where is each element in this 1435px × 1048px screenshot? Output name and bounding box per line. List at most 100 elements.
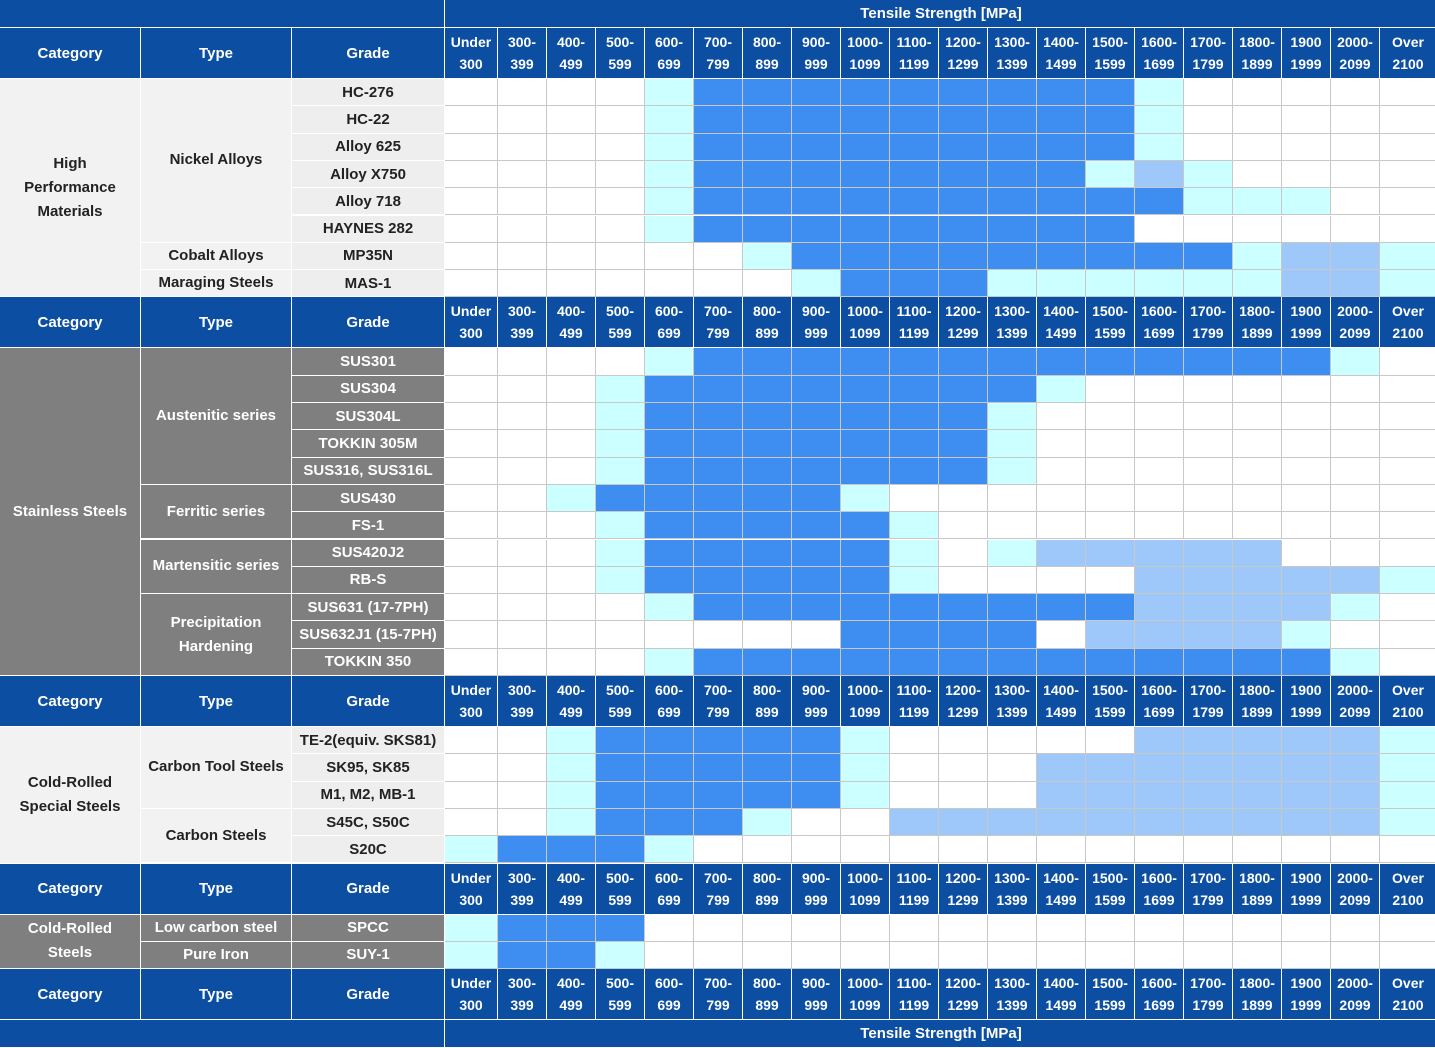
category-cell: High Performance Materials bbox=[0, 79, 141, 298]
strength-cell bbox=[792, 621, 841, 649]
type-header: Type bbox=[141, 28, 292, 79]
strength-cell bbox=[445, 106, 498, 134]
strength-cell bbox=[1184, 539, 1233, 567]
strength-cell bbox=[1184, 594, 1233, 622]
range-label: 800- bbox=[752, 682, 782, 698]
strength-cell bbox=[645, 457, 694, 485]
strength-cell bbox=[694, 727, 743, 755]
strength-cell bbox=[1380, 512, 1435, 540]
strength-cell bbox=[1331, 215, 1380, 243]
strength-cell bbox=[939, 160, 988, 189]
category-cell-line: Performance bbox=[24, 178, 116, 196]
range-header: Over 2100 bbox=[1380, 969, 1435, 1021]
strength-cell bbox=[1331, 348, 1380, 376]
strength-cell bbox=[645, 808, 694, 837]
strength-cell bbox=[1135, 106, 1184, 134]
strength-cell bbox=[645, 403, 694, 431]
strength-cell bbox=[1331, 594, 1380, 622]
range-header: 500- 599 bbox=[596, 297, 645, 349]
strength-cell bbox=[694, 836, 743, 864]
strength-cell bbox=[1037, 348, 1086, 376]
strength-cell bbox=[841, 348, 890, 376]
range-label: Under bbox=[450, 869, 492, 886]
strength-cell bbox=[1380, 754, 1435, 782]
strength-cell bbox=[841, 727, 890, 755]
range-header: 1000- 1099 bbox=[841, 969, 890, 1021]
strength-cell bbox=[841, 484, 890, 513]
strength-cell bbox=[694, 594, 743, 622]
strength-cell bbox=[547, 484, 596, 513]
strength-cell bbox=[645, 648, 694, 676]
range-header: 1700- 1799 bbox=[1184, 676, 1233, 727]
strength-cell bbox=[547, 648, 596, 676]
strength-cell bbox=[645, 941, 694, 970]
strength-cell bbox=[939, 133, 988, 161]
strength-cell bbox=[1135, 79, 1184, 107]
strength-cell bbox=[1135, 539, 1184, 567]
range-label: 1899 bbox=[1241, 325, 1273, 342]
strength-cell bbox=[445, 781, 498, 809]
range-label: 1700- bbox=[1190, 303, 1226, 320]
range-label: 1900 bbox=[1290, 303, 1322, 320]
range-label: 1499 bbox=[1045, 891, 1077, 908]
strength-cell bbox=[1331, 484, 1380, 513]
range-label: 2099 bbox=[1339, 325, 1371, 342]
grade-cell: SUS304L bbox=[292, 403, 445, 431]
strength-cell bbox=[1331, 79, 1380, 107]
range-header: 1300- 1399 bbox=[988, 297, 1037, 349]
strength-cell bbox=[890, 566, 939, 595]
range-label: 1399 bbox=[996, 891, 1028, 908]
strength-cell bbox=[547, 941, 596, 970]
strength-cell bbox=[1086, 512, 1135, 540]
strength-cell bbox=[890, 781, 939, 809]
range-header: 1600- 1699 bbox=[1135, 863, 1184, 915]
strength-cell bbox=[792, 457, 841, 485]
strength-cell bbox=[498, 375, 547, 403]
strength-cell bbox=[498, 539, 547, 567]
strength-cell bbox=[694, 941, 743, 970]
strength-cell bbox=[841, 160, 890, 189]
range-label: 300 bbox=[459, 997, 483, 1014]
range-label: 300- bbox=[507, 34, 537, 50]
strength-cell bbox=[792, 727, 841, 755]
type-cell: Low carbon steel bbox=[141, 914, 292, 942]
strength-cell bbox=[1331, 242, 1380, 271]
strength-cell bbox=[743, 215, 792, 243]
range-header: 1000- 1099 bbox=[841, 676, 890, 727]
strength-cell bbox=[1135, 375, 1184, 403]
range-label: 1200- bbox=[945, 34, 981, 50]
range-header: 1100- 1199 bbox=[890, 28, 939, 79]
range-header: 1600- 1699 bbox=[1135, 969, 1184, 1021]
strength-cell bbox=[939, 566, 988, 595]
strength-cell bbox=[1135, 215, 1184, 243]
strength-cell bbox=[498, 457, 547, 485]
strength-cell bbox=[1037, 512, 1086, 540]
strength-cell bbox=[694, 106, 743, 134]
strength-cell bbox=[445, 566, 498, 595]
strength-cell bbox=[1282, 375, 1331, 403]
range-label: 900- bbox=[801, 682, 831, 698]
range-label: 1300- bbox=[994, 303, 1030, 320]
range-label: 2000- bbox=[1337, 303, 1373, 320]
strength-cell bbox=[743, 727, 792, 755]
range-header: 800- 899 bbox=[743, 297, 792, 349]
range-label: 1300- bbox=[994, 975, 1030, 992]
strength-cell bbox=[792, 781, 841, 809]
range-header: 1400- 1499 bbox=[1037, 863, 1086, 915]
strength-cell bbox=[841, 566, 890, 595]
range-label: 1000- bbox=[847, 975, 883, 992]
strength-cell bbox=[743, 512, 792, 540]
strength-cell bbox=[1233, 403, 1282, 431]
type-cell: Maraging Steels bbox=[141, 270, 292, 298]
strength-cell bbox=[694, 188, 743, 216]
strength-cell bbox=[1331, 566, 1380, 595]
strength-cell bbox=[445, 727, 498, 755]
strength-cell bbox=[743, 836, 792, 864]
range-label: 600- bbox=[654, 303, 684, 320]
strength-cell bbox=[1233, 160, 1282, 189]
strength-cell bbox=[1233, 836, 1282, 864]
strength-cell bbox=[1380, 836, 1435, 864]
strength-cell bbox=[939, 484, 988, 513]
strength-cell bbox=[792, 215, 841, 243]
